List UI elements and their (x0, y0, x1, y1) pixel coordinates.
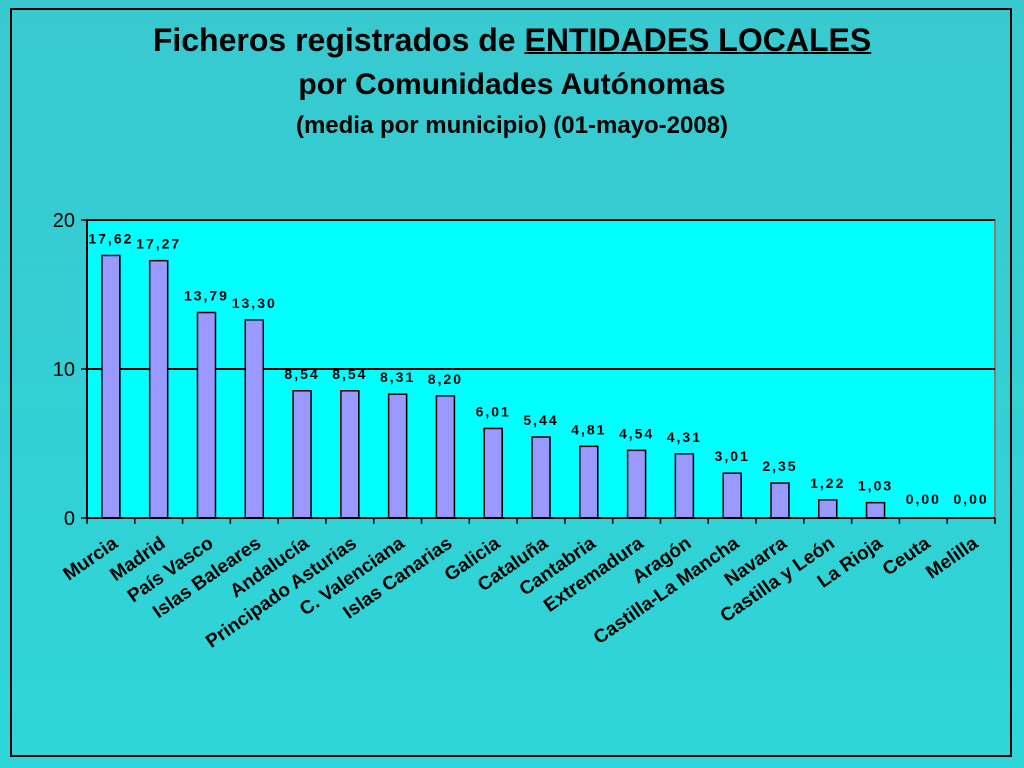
bars (101, 254, 886, 519)
data-label-2: 13,79 (184, 288, 229, 304)
chart-subtitle: (media por municipio) (01-mayo-2008) (295, 112, 729, 139)
y-tick-label-1: 10 (53, 359, 75, 381)
data-label-7: 8,20 (428, 371, 463, 387)
bar-3 (244, 319, 265, 519)
slide-frame (10, 8, 1012, 757)
bar-15 (817, 499, 838, 519)
bar-12 (674, 453, 695, 519)
bar-2 (196, 311, 217, 519)
data-label-11: 4,54 (619, 425, 654, 441)
data-label-6: 8,31 (380, 369, 415, 385)
gridlines (87, 219, 995, 370)
data-label-5: 8,54 (332, 366, 367, 382)
data-label-3: 13,30 (232, 295, 277, 311)
chart-title-prefix: Ficheros registrados de (152, 22, 525, 58)
data-label-9: 5,44 (523, 412, 558, 428)
data-label-8: 6,01 (476, 403, 511, 419)
chart-title-emphasis: ENTIDADES LOCALES (524, 22, 872, 58)
bar-16 (865, 501, 886, 519)
bar-9 (531, 436, 551, 519)
x-tick-label-18: Melilla (922, 533, 982, 584)
data-label-15: 1,22 (810, 475, 845, 491)
y-tick-label-2: 20 (53, 210, 75, 232)
data-label-10: 4,81 (571, 421, 606, 437)
bar-14 (770, 482, 790, 519)
bar-6 (387, 393, 408, 519)
y-axis-tick-labels: 0 10 20 (53, 210, 87, 530)
data-label-14: 2,35 (762, 458, 797, 474)
bar-11 (626, 449, 647, 519)
data-label-17: 0,00 (906, 491, 941, 507)
data-label-4: 8,54 (284, 366, 319, 382)
value-labels: 17,62 17,27 13,79 13,30 8,54 8,54 8,31 8,20 6,01… (88, 230, 988, 507)
bar-10 (579, 445, 599, 519)
bar-7 (435, 395, 456, 519)
bar-4 (292, 390, 312, 519)
data-label-18: 0,00 (953, 491, 988, 507)
chart-title-line-1: Ficheros registrados de ENTIDADES LOCALE… (0, 22, 1024, 59)
bar-0 (101, 254, 121, 519)
data-label-1: 17,27 (136, 236, 181, 252)
data-label-16: 1,03 (858, 478, 893, 494)
chart-title-line-2: por Comunidades Autónomas (298, 68, 726, 101)
bar-5 (340, 390, 360, 519)
bar-1 (148, 259, 169, 519)
data-label-13: 3,01 (715, 448, 750, 464)
data-label-0: 17,62 (88, 230, 133, 246)
data-label-12: 4,31 (667, 429, 702, 445)
bar-13 (722, 472, 742, 519)
bar-8 (483, 427, 503, 519)
y-tick-label-0: 0 (64, 508, 75, 530)
